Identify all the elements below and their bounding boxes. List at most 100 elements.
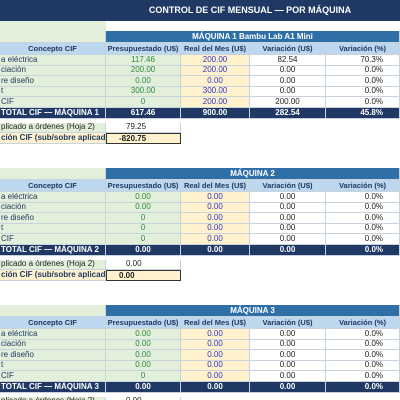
value-cell: 0 [106,234,181,245]
variance-value: -820.75 [106,133,181,144]
column-header: Presupuestado (U$) [106,180,181,192]
section-spacer [0,305,106,317]
value-cell: 0.00 [181,202,250,213]
value-cell: 0.0% [326,202,400,213]
value-cell: 0.00 [250,329,326,340]
column-header: Concepto CIF [0,180,106,192]
applied-label: plicado a órdenes (Hoja 2) [0,122,106,133]
total-value: 0.00 [250,381,326,393]
value-cell: 0.0% [326,350,400,361]
total-value: 0.0% [326,381,400,393]
value-cell: 0.00 [250,371,326,382]
value-cell: 0.00 [250,192,326,203]
value-cell: 0.0% [326,223,400,234]
value-cell: 0.00 [106,339,181,350]
value-cell: 0.0% [326,213,400,224]
value-cell: 0.00 [250,360,326,371]
column-header: Concepto CIF [0,43,106,55]
row-label: CIF [0,97,106,108]
row-label: ciación [0,202,106,213]
applied-label: plicado a órdenes (Hoja 2) [0,396,106,400]
column-header: Variación (%) [326,43,400,55]
column-header: Real del Mes (U$) [181,180,250,192]
column-header: Variación (U$) [250,43,326,55]
value-cell: 0.00 [250,86,326,97]
value-cell: 0 [106,223,181,234]
column-header: Variación (%) [326,317,400,329]
row-label: a eléctrica [0,192,106,203]
value-cell: 0.00 [181,76,250,87]
value-cell: 300.00 [181,86,250,97]
value-cell: 0.00 [106,192,181,203]
value-cell: 0.00 [250,234,326,245]
section-spacer [0,31,106,43]
value-cell: 0.00 [106,350,181,361]
value-cell: 0.00 [181,223,250,234]
value-cell: 200.00 [181,65,250,76]
column-header: Variación (U$) [250,317,326,329]
variance-label: ción CIF (sub/sobre aplicado) [0,270,106,281]
total-label: TOTAL CIF — MÁQUINA 1 [0,107,106,119]
total-value: 0.0% [326,244,400,256]
value-cell: 0.00 [181,234,250,245]
applied-value: 0.00 [106,396,181,400]
column-header: Variación (%) [326,180,400,192]
total-value: 0.00 [106,381,181,393]
total-value: 0.00 [181,244,250,256]
filler [0,21,106,31]
value-cell: 0.00 [250,65,326,76]
variance-label: ción CIF (sub/sobre aplicado) [0,133,106,144]
value-cell: 0 [106,97,181,108]
value-cell: 0.00 [181,360,250,371]
value-cell: 0.00 [181,213,250,224]
value-cell: 0 [106,213,181,224]
value-cell: 0.00 [250,76,326,87]
value-cell: 0.0% [326,339,400,350]
value-cell: 0.00 [106,360,181,371]
value-cell: 300.00 [106,86,181,97]
column-header: Presupuestado (U$) [106,43,181,55]
row-label: re diseño [0,76,106,87]
value-cell: 200.00 [181,97,250,108]
total-value: 0.00 [250,244,326,256]
value-cell: 0.0% [326,360,400,371]
row-label: t [0,223,106,234]
section-spacer [0,168,106,180]
row-label: ciación [0,65,106,76]
value-cell: 0.00 [250,202,326,213]
section-title: MÁQUINA 1 Bambu Lab A1 Mini [106,31,400,43]
row-label: CIF [0,371,106,382]
value-cell: 0.00 [181,350,250,361]
row-label: CIF [0,234,106,245]
row-label: re diseño [0,213,106,224]
value-cell: 0 [106,371,181,382]
value-cell: 0.00 [106,76,181,87]
value-cell: 0.00 [181,329,250,340]
value-cell: 0.00 [250,350,326,361]
value-cell: 0.0% [326,234,400,245]
value-cell: 117.46 [106,55,181,66]
value-cell: 0.0% [326,97,400,108]
value-cell: 0.0% [326,192,400,203]
row-label: t [0,360,106,371]
variance-value: 0.00 [106,270,181,281]
total-value: 900.00 [181,107,250,119]
row-label: ciación [0,339,106,350]
applied-value: 0.00 [106,259,181,270]
total-label: TOTAL CIF — MÁQUINA 2 [0,244,106,256]
value-cell: 0.00 [181,339,250,350]
column-header: Real del Mes (U$) [181,43,250,55]
total-value: 45.8% [326,107,400,119]
section-title: MÁQUINA 3 [106,305,400,317]
total-value: 617.46 [106,107,181,119]
value-cell: 200.00 [106,65,181,76]
row-label: a eléctrica [0,329,106,340]
value-cell: 200.00 [181,55,250,66]
section-title: MÁQUINA 2 [106,168,400,180]
value-cell: 0.00 [181,371,250,382]
applied-label: plicado a órdenes (Hoja 2) [0,259,106,270]
value-cell: 82.54 [250,55,326,66]
value-cell: 0.00 [106,329,181,340]
row-label: t [0,86,106,97]
